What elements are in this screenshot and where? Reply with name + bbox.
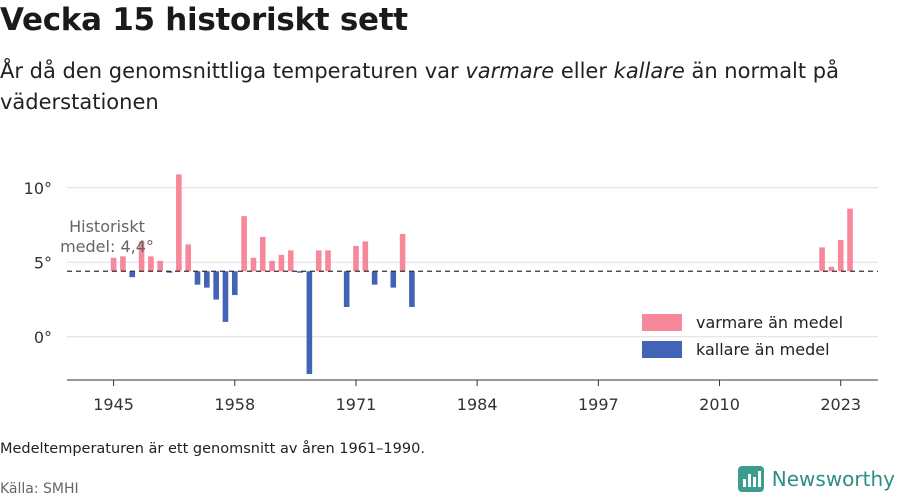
- bar-2021[interactable]: [819, 247, 825, 272]
- bar-2024[interactable]: [847, 208, 853, 272]
- chart-subtitle: År då den genomsnittliga temperaturen va…: [0, 56, 860, 118]
- bar-1947[interactable]: [129, 271, 136, 278]
- bar-1958[interactable]: [231, 271, 238, 296]
- legend-label-warm: varmare än medel: [696, 313, 843, 332]
- bar-1973[interactable]: [371, 271, 378, 285]
- x-axis-ticks: 1945 1958 1971 1984 1997 2010 2023: [93, 380, 861, 414]
- y-tick-label: 5°: [34, 253, 52, 272]
- x-tick-label: 2023: [820, 395, 861, 414]
- bar-chart-icon: [737, 466, 764, 492]
- chart-title: Vecka 15 historiskt sett: [0, 2, 408, 38]
- y-axis-ticks: 0° 5° 10°: [24, 179, 52, 347]
- bar-2022[interactable]: [828, 266, 835, 272]
- grid-lines: [67, 187, 878, 338]
- y-tick-label: 0°: [34, 328, 52, 347]
- bar-1970[interactable]: [343, 271, 350, 307]
- bar-1961[interactable]: [259, 236, 266, 272]
- bar-1972[interactable]: [362, 241, 369, 272]
- bar-1949[interactable]: [148, 256, 154, 272]
- bar-1954[interactable]: [194, 271, 201, 285]
- subtitle-cold-word: kallare: [613, 59, 685, 83]
- bar-1957[interactable]: [222, 271, 229, 322]
- subtitle-part-1: År då den genomsnittliga temperaturen va…: [0, 59, 466, 83]
- newsworthy-logo[interactable]: Newsworthy: [737, 466, 895, 492]
- y-tick-label: 10°: [24, 179, 52, 198]
- legend-swatch-warm: [642, 314, 682, 331]
- bar-2023[interactable]: [837, 239, 844, 272]
- x-tick-label: 1997: [578, 395, 619, 414]
- bar-1951[interactable]: [166, 271, 173, 273]
- bar-1950[interactable]: [157, 260, 164, 272]
- legend-swatch-cold: [642, 341, 682, 358]
- legend-label-cold: kallare än medel: [696, 340, 830, 359]
- bar-1967[interactable]: [315, 250, 322, 272]
- x-tick-label: 1958: [214, 395, 255, 414]
- baseline-label-line1: Historiskt: [69, 217, 145, 236]
- x-tick-label: 1971: [336, 395, 377, 414]
- bar-1968[interactable]: [325, 250, 331, 272]
- bars: [110, 174, 853, 375]
- bar-1955[interactable]: [204, 271, 210, 288]
- bar-1963[interactable]: [278, 254, 285, 272]
- bar-1966[interactable]: [306, 271, 313, 375]
- temperature-bar-chart: 0°5°10° Historiskt medel: 4,4° 1945 1958 1…: [24, 174, 878, 414]
- subtitle-warm-word: varmare: [465, 59, 555, 83]
- source: Källa: SMHI: [0, 481, 79, 497]
- bar-1953[interactable]: [185, 244, 191, 272]
- x-tick-label: 1945: [93, 395, 134, 414]
- subtitle-part-2: eller: [554, 59, 614, 83]
- bar-1948[interactable]: [138, 241, 145, 272]
- bar-1956[interactable]: [213, 271, 219, 300]
- x-tick-label: 1984: [457, 395, 498, 414]
- bar-1962[interactable]: [269, 260, 275, 272]
- footnote: Medeltemperaturen är ett genomsnitt av å…: [0, 441, 425, 457]
- bar-1976[interactable]: [399, 233, 406, 272]
- bar-1959[interactable]: [241, 216, 247, 272]
- brand-name: Newsworthy: [771, 467, 895, 491]
- bar-1977[interactable]: [409, 271, 415, 307]
- bar-1946[interactable]: [120, 256, 126, 272]
- bar-1964[interactable]: [287, 250, 294, 272]
- bar-1965[interactable]: [297, 271, 303, 273]
- bar-1975[interactable]: [390, 271, 397, 288]
- x-tick-label: 2010: [699, 395, 740, 414]
- legend: varmare än medel kallare än medel: [642, 313, 843, 359]
- bar-1945[interactable]: [110, 257, 117, 272]
- baseline-label-line2: medel: 4,4°: [60, 237, 154, 256]
- bar-1960[interactable]: [250, 257, 257, 272]
- bar-1971[interactable]: [353, 245, 359, 272]
- subtitle-part-3: än normalt på väderstationen: [0, 59, 839, 114]
- bar-1952[interactable]: [176, 174, 182, 272]
